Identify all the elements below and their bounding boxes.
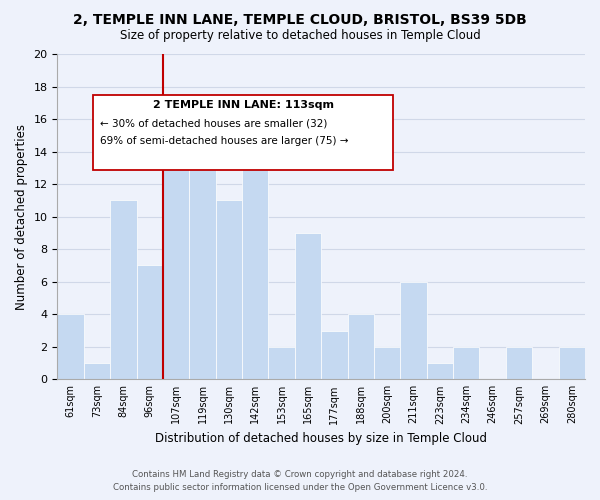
Bar — [321, 330, 347, 380]
Bar — [453, 347, 479, 380]
Bar — [190, 152, 215, 380]
Bar — [137, 266, 163, 380]
Bar — [506, 347, 532, 380]
Y-axis label: Number of detached properties: Number of detached properties — [15, 124, 28, 310]
Bar — [400, 282, 427, 380]
Bar — [268, 347, 295, 380]
Text: Contains HM Land Registry data © Crown copyright and database right 2024.
Contai: Contains HM Land Registry data © Crown c… — [113, 470, 487, 492]
Bar — [215, 200, 242, 380]
Bar — [242, 152, 268, 380]
Bar — [110, 200, 137, 380]
Bar — [84, 363, 110, 380]
Text: ← 30% of detached houses are smaller (32): ← 30% of detached houses are smaller (32… — [100, 119, 328, 129]
Bar — [347, 314, 374, 380]
Bar — [427, 363, 453, 380]
Bar — [58, 314, 84, 380]
Bar — [295, 233, 321, 380]
Bar — [163, 119, 190, 380]
X-axis label: Distribution of detached houses by size in Temple Cloud: Distribution of detached houses by size … — [155, 432, 487, 445]
Text: 2, TEMPLE INN LANE, TEMPLE CLOUD, BRISTOL, BS39 5DB: 2, TEMPLE INN LANE, TEMPLE CLOUD, BRISTO… — [73, 12, 527, 26]
Text: 69% of semi-detached houses are larger (75) →: 69% of semi-detached houses are larger (… — [100, 136, 349, 146]
Text: 2 TEMPLE INN LANE: 113sqm: 2 TEMPLE INN LANE: 113sqm — [152, 100, 334, 110]
Text: Size of property relative to detached houses in Temple Cloud: Size of property relative to detached ho… — [119, 29, 481, 42]
Bar — [559, 347, 585, 380]
Bar — [374, 347, 400, 380]
